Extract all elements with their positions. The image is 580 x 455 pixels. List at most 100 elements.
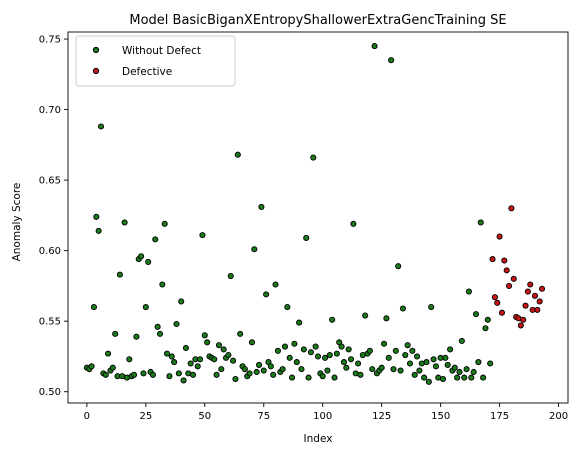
data-point: [392, 347, 399, 354]
data-point: [267, 363, 274, 370]
data-point: [112, 330, 119, 337]
data-point: [496, 233, 503, 240]
data-point: [324, 367, 331, 374]
data-point: [152, 236, 159, 243]
data-point: [293, 359, 300, 366]
data-point: [305, 374, 312, 381]
data-point: [416, 367, 423, 374]
chart-title: Model BasicBiganXEntropyShallowerExtraGe…: [129, 13, 506, 28]
data-point: [399, 305, 406, 312]
data-point: [508, 205, 515, 212]
data-point: [355, 360, 362, 367]
data-point: [307, 349, 314, 356]
data-point: [284, 304, 291, 311]
data-point: [171, 359, 178, 366]
legend-label-defective: Defective: [122, 66, 172, 78]
data-point: [480, 374, 487, 381]
data-point: [310, 154, 317, 161]
data-point: [300, 346, 307, 353]
data-point: [456, 368, 463, 376]
data-point: [204, 339, 211, 346]
data-point: [145, 258, 152, 265]
data-point: [260, 367, 267, 374]
data-point: [345, 346, 352, 353]
data-point: [154, 323, 161, 330]
data-point: [461, 374, 468, 381]
x-tick-label: 25: [139, 411, 152, 422]
data-point: [458, 337, 465, 344]
data-point: [489, 256, 496, 263]
data-point: [251, 246, 258, 253]
data-point: [522, 302, 529, 309]
data-point: [102, 371, 109, 378]
x-tick-label: 100: [313, 411, 332, 422]
data-point: [331, 374, 338, 381]
data-point: [322, 354, 329, 361]
data-point: [357, 371, 364, 378]
data-point: [319, 373, 326, 380]
data-point: [312, 343, 319, 350]
data-point: [116, 271, 123, 278]
data-point: [220, 346, 227, 353]
data-point: [187, 360, 194, 367]
data-point: [491, 294, 498, 301]
data-point: [168, 353, 175, 360]
data-point: [227, 272, 234, 280]
data-point: [314, 353, 322, 360]
data-point: [88, 363, 95, 370]
data-point: [534, 306, 541, 313]
data-point: [296, 319, 303, 326]
data-point: [166, 373, 173, 380]
data-point: [423, 359, 430, 366]
legend-marker-defective: [92, 67, 100, 75]
data-point: [298, 366, 305, 373]
data-point: [138, 253, 145, 260]
data-point: [189, 371, 197, 378]
data-point: [194, 363, 201, 370]
data-point: [421, 374, 428, 381]
data-point: [329, 316, 336, 323]
data-point: [142, 304, 149, 311]
x-axis-label: Index: [304, 433, 333, 445]
data-point: [432, 363, 439, 370]
data-point: [425, 378, 432, 385]
data-point: [454, 374, 461, 381]
data-point: [182, 344, 189, 352]
data-point: [272, 281, 279, 288]
data-point: [215, 342, 222, 349]
data-point: [395, 263, 402, 270]
data-point: [531, 292, 539, 299]
data-point: [333, 350, 340, 357]
y-axis-label: Anomaly Score: [11, 183, 23, 262]
data-point: [270, 371, 277, 378]
data-point: [140, 370, 147, 377]
data-point: [451, 364, 458, 371]
x-tick-label: 150: [431, 411, 450, 422]
data-point: [201, 332, 208, 339]
data-point: [274, 347, 281, 354]
data-point: [199, 232, 206, 239]
data-point: [133, 333, 140, 340]
plot-frame: [67, 31, 569, 404]
data-point: [369, 366, 376, 373]
data-point: [281, 343, 289, 350]
data-point: [470, 368, 477, 376]
y-tick-label: 0.70: [39, 105, 61, 116]
data-point: [246, 370, 253, 377]
x-tick-label: 50: [198, 411, 211, 422]
x-tick-label: 200: [549, 411, 568, 422]
data-point: [402, 351, 409, 359]
y-tick-label: 0.65: [39, 176, 61, 187]
data-point: [475, 359, 482, 366]
data-point: [343, 364, 350, 371]
data-point: [465, 288, 472, 295]
data-point: [258, 203, 265, 210]
legend-label-without-defect: Without Defect: [122, 45, 201, 57]
data-point: [383, 315, 390, 322]
x-tick-label: 0: [84, 411, 90, 422]
y-tick-label: 0.55: [39, 317, 61, 328]
data-point: [218, 366, 225, 373]
data-point: [232, 375, 239, 383]
data-point: [90, 304, 97, 311]
